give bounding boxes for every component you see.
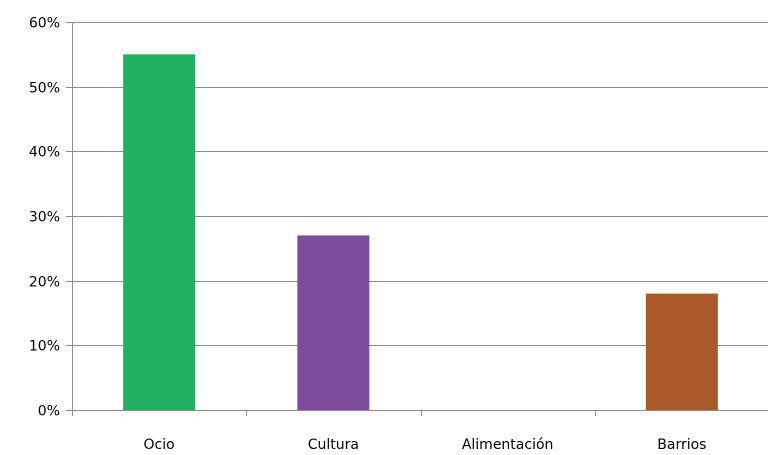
x-tick-label: Alimentación [462, 437, 554, 453]
bar-barrios [645, 293, 718, 410]
y-tick-label: 0% [38, 404, 60, 420]
x-tick-labels: Ocio Cultura Alimentación Barrios [144, 437, 707, 453]
y-tick-label: 20% [29, 275, 60, 291]
x-tick-label: Cultura [308, 437, 359, 453]
y-tick-label: 40% [29, 145, 60, 161]
y-tick-labels: 0% 10% 20% 30% 40% 50% 60% [29, 16, 60, 420]
bar-ocio [123, 54, 196, 410]
y-tick-label: 10% [29, 339, 60, 355]
axes [66, 22, 768, 416]
x-tick-label: Ocio [144, 437, 175, 453]
bar-series [123, 54, 718, 410]
y-tick-label: 50% [29, 81, 60, 97]
y-tick-label: 60% [29, 16, 60, 32]
bar-cultura [297, 235, 370, 410]
y-tick-label: 30% [29, 210, 60, 226]
x-tick-label: Barrios [657, 437, 706, 453]
